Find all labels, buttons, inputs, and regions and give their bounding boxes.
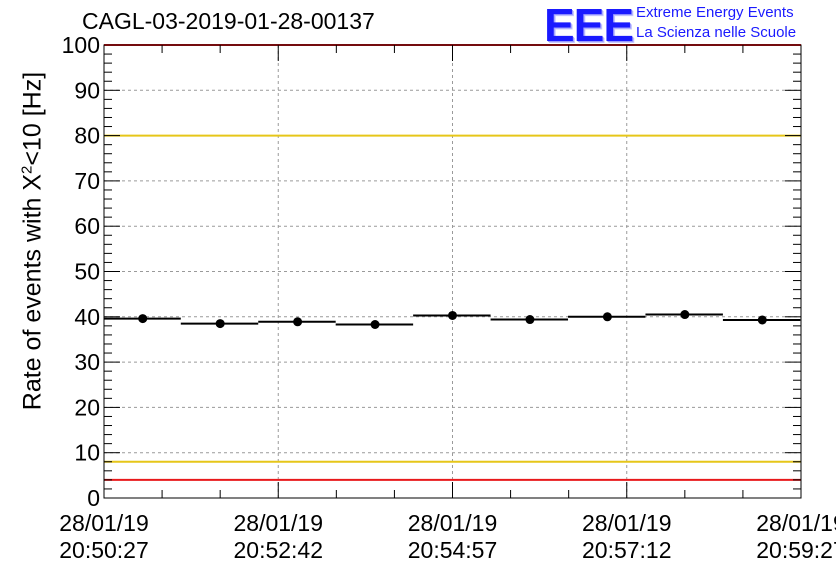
y-tick-label: 70	[74, 168, 100, 194]
logo-line-2: La Scienza nelle Scuole	[636, 24, 797, 41]
x-tick-label-date: 28/01/19	[233, 510, 323, 536]
y-tick-label: 90	[74, 77, 100, 103]
data-point	[215, 319, 225, 329]
data-point	[370, 320, 380, 330]
y-tick-label: 0	[87, 485, 100, 511]
y-tick-label: 10	[74, 440, 100, 466]
y-tick-label: 100	[62, 32, 100, 58]
data-point	[525, 315, 535, 325]
x-tick-label-date: 28/01/19	[756, 510, 836, 536]
data-point	[757, 315, 767, 325]
eee-logo: EEE	[544, 0, 634, 51]
y-tick-label: 60	[74, 213, 100, 239]
x-tick-label-time: 20:57:12	[582, 537, 672, 563]
y-tick-label: 30	[74, 349, 100, 375]
logo-line-1: Extreme Energy Events	[636, 4, 794, 21]
x-tick-label-time: 20:54:57	[408, 537, 498, 563]
x-tick-label-time: 20:50:27	[59, 537, 149, 563]
data-point	[602, 312, 612, 322]
y-tick-label: 80	[74, 123, 100, 149]
y-tick-label: 50	[74, 259, 100, 285]
y-tick-label: 40	[74, 304, 100, 330]
data-point	[448, 310, 457, 320]
x-tick-label-date: 28/01/19	[582, 510, 672, 536]
data-point	[293, 317, 303, 327]
chart-title: CAGL-03-2019-01-28-00137	[82, 8, 375, 34]
data-point	[680, 310, 690, 320]
x-tick-label-date: 28/01/19	[408, 510, 498, 536]
x-tick-label-time: 20:52:42	[233, 537, 323, 563]
y-tick-label: 20	[74, 394, 100, 420]
x-tick-label-time: 20:59:27	[756, 537, 836, 563]
data-point	[138, 314, 148, 324]
x-tick-label-date: 28/01/19	[59, 510, 149, 536]
